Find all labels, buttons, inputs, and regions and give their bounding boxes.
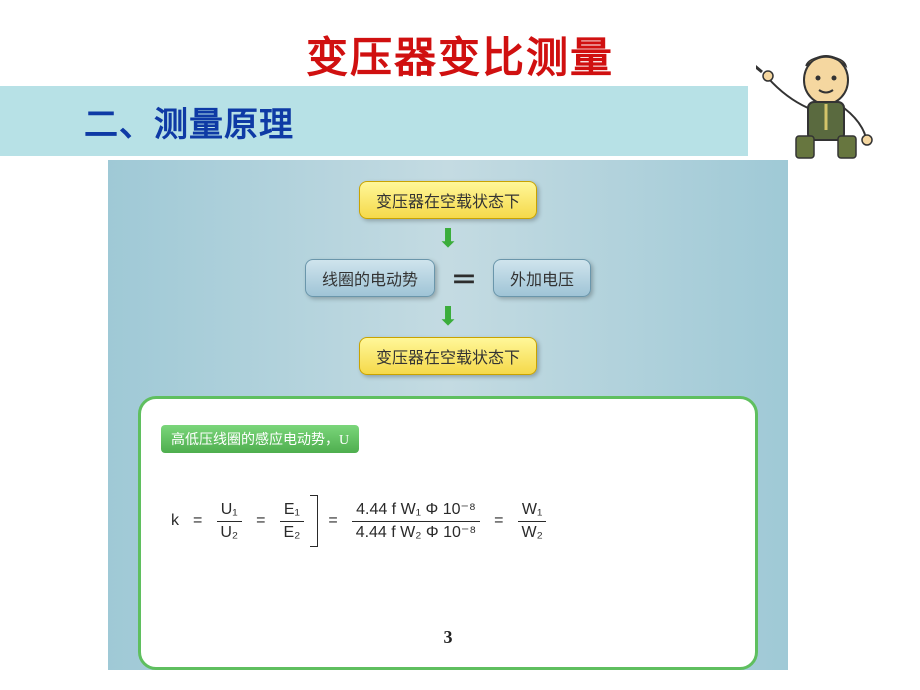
diagram-row-1: 变压器在空载状态下: [353, 178, 543, 222]
box-voltage: 外加电压: [493, 259, 591, 297]
content-panel: 变压器在空载状态下 ⬇ 线圈的电动势 ＝ 外加电压 ⬇ 变压器在空载状态下 高低…: [108, 160, 788, 670]
frac-full: 4.44 f W₁ Φ 10⁻⁸ 4.44 f W₂ Φ 10⁻⁸: [352, 501, 480, 541]
formula-equation: k = U₁ U₂ = E₁ E₂ = 4.44 f W₁ Φ 10⁻⁸ 4.4…: [161, 501, 735, 541]
eq-4: =: [494, 512, 503, 530]
diagram-row-3: 变压器在空载状态下: [353, 334, 543, 378]
bracket-icon: [310, 495, 318, 547]
subtitle-bar: 二、测量原理: [0, 86, 748, 156]
formula-label: 高低压线圈的感应电动势，U: [161, 425, 359, 453]
frac-u-den: U₂: [216, 522, 242, 542]
eq-3: =: [328, 512, 337, 530]
frac-w: W₁ W₂: [517, 501, 546, 541]
frac-w-den: W₂: [517, 522, 546, 542]
eq-1: =: [193, 512, 202, 530]
frac-full-den: 4.44 f W₂ Φ 10⁻⁸: [352, 522, 480, 542]
box-noload-2: 变压器在空载状态下: [359, 337, 537, 375]
section-heading: 二、测量原理: [84, 97, 294, 146]
box-noload-1: 变压器在空载状态下: [359, 181, 537, 219]
frac-e-num: E₁: [280, 501, 304, 522]
page-number: 3: [444, 627, 453, 648]
arrow-down-icon: ⬇: [437, 224, 459, 254]
character-illustration: [756, 30, 896, 160]
box-emf: 线圈的电动势: [305, 259, 435, 297]
frac-u-num: U₁: [217, 501, 242, 522]
arrow-down-icon: ⬇: [437, 302, 459, 332]
frac-e: E₁ E₂: [279, 501, 314, 541]
eq-2: =: [256, 512, 265, 530]
frac-w-num: W₁: [518, 501, 547, 522]
diagram-row-2: 线圈的电动势 ＝ 外加电压: [299, 256, 597, 300]
equals-symbol: ＝: [451, 260, 477, 297]
frac-full-num: 4.44 f W₁ Φ 10⁻⁸: [352, 501, 480, 522]
frac-e-den: E₂: [279, 522, 304, 542]
var-k: k: [171, 512, 179, 530]
frac-u: U₁ U₂: [216, 501, 242, 541]
